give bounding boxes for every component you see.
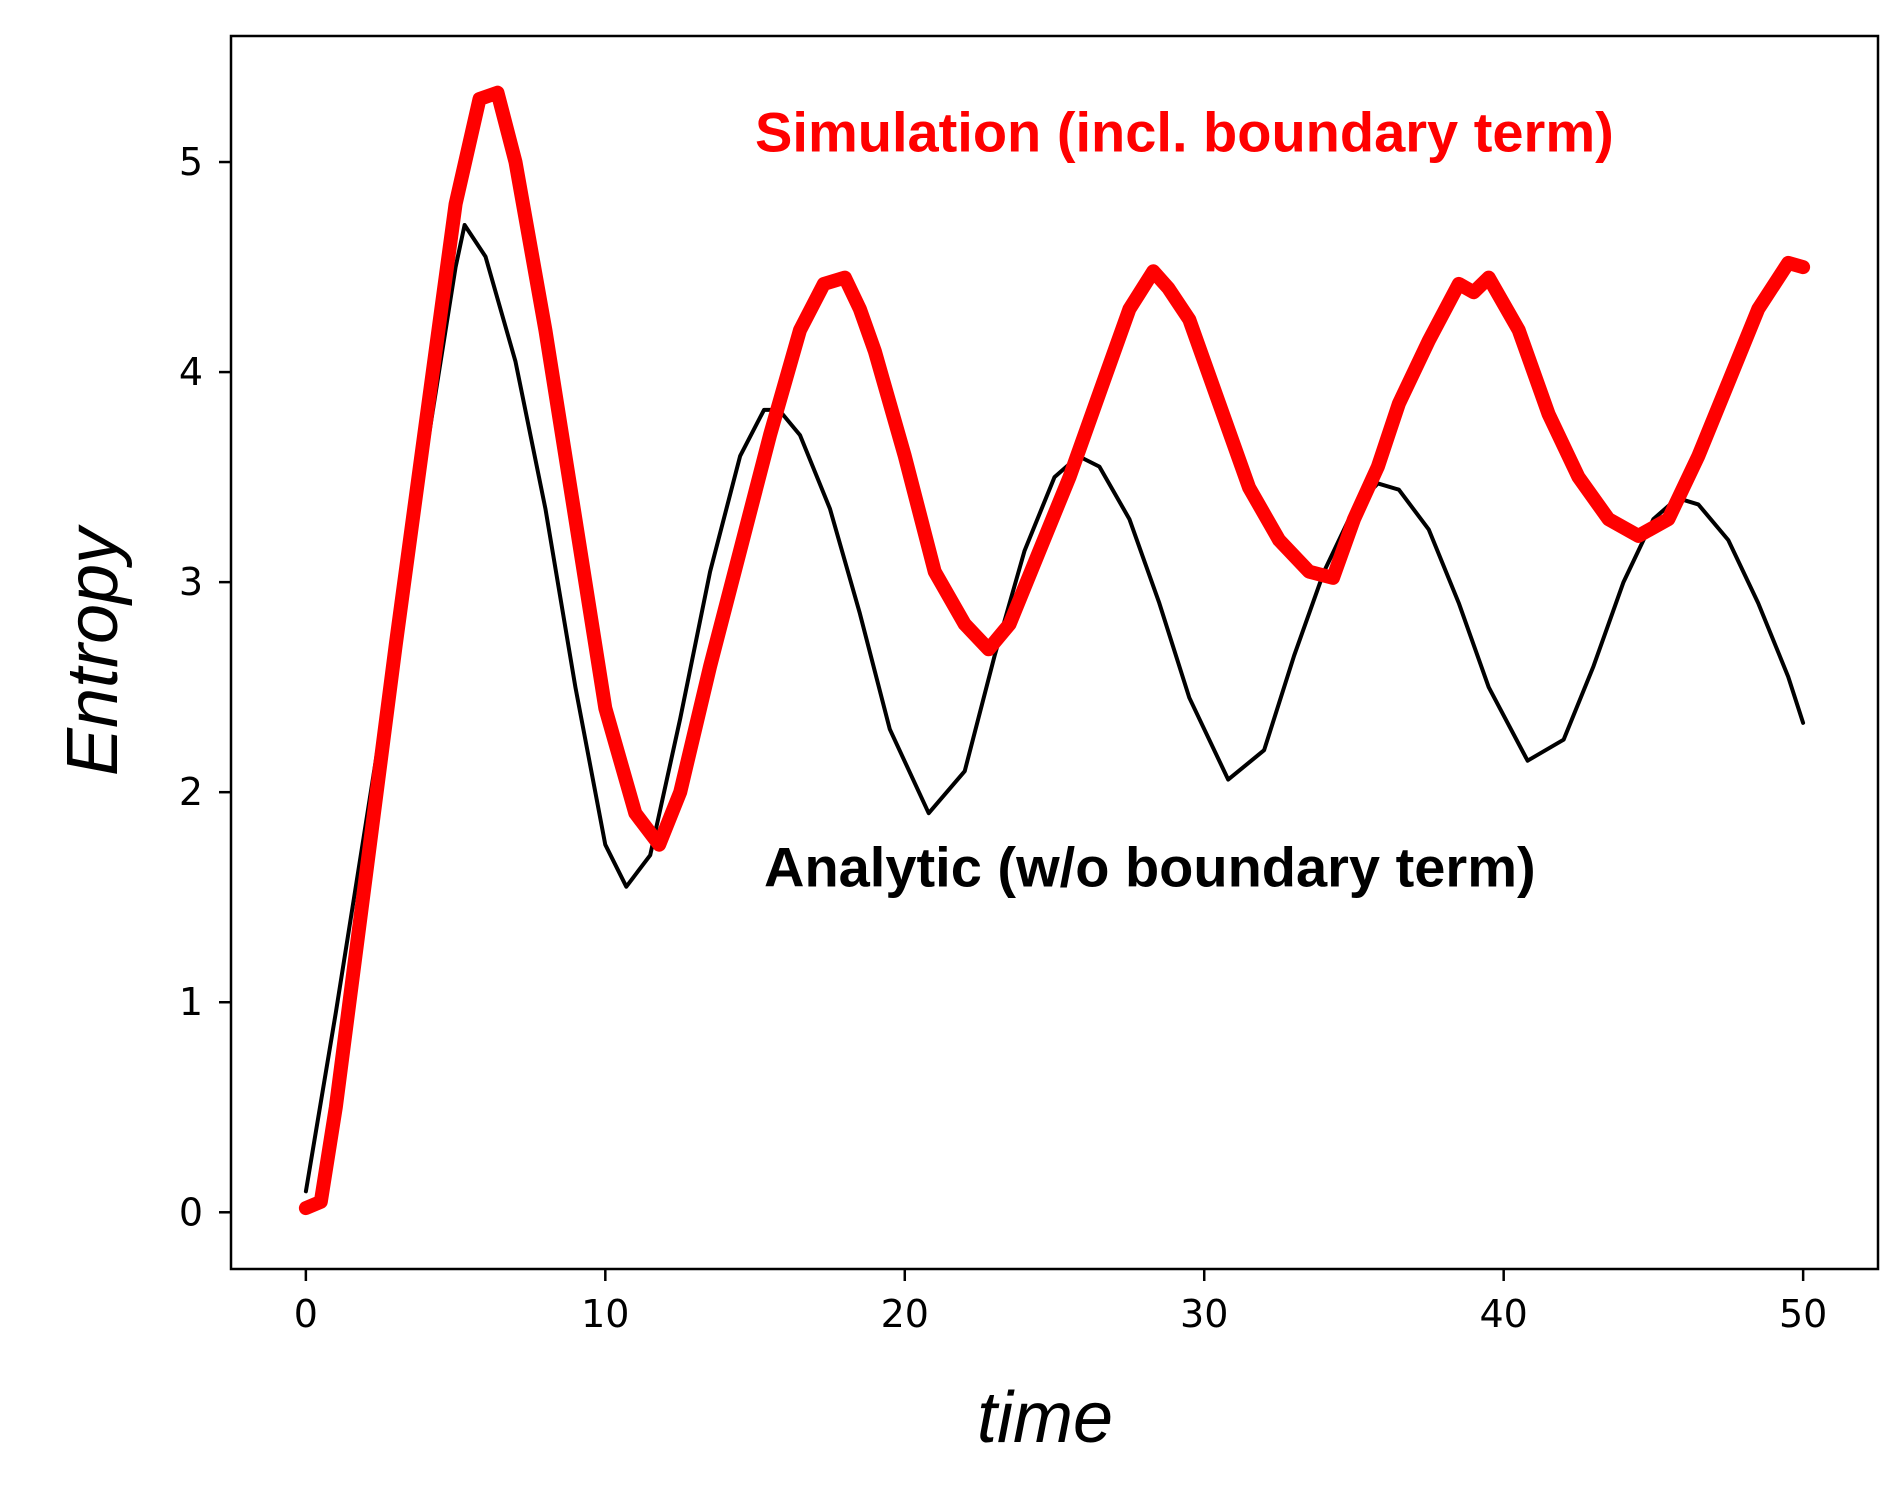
analytic-series-line	[303, 223, 1806, 1194]
x-tick-label: 0	[294, 1292, 318, 1336]
y-tick-label: 4	[179, 350, 203, 394]
annotation-layer: Simulation (incl. boundary term) Analytic…	[755, 101, 1614, 899]
y-tick-label: 0	[179, 1190, 203, 1234]
x-tick-label: 30	[1180, 1292, 1228, 1336]
x-tick-label: 40	[1480, 1292, 1528, 1336]
series-layer	[298, 85, 1811, 1216]
x-tick-label: 50	[1779, 1292, 1827, 1336]
y-axis-title: Entropy	[53, 524, 133, 776]
y-tick-label: 3	[179, 560, 203, 604]
simulation-annotation: Simulation (incl. boundary term)	[755, 101, 1614, 164]
y-tick-label: 2	[179, 770, 203, 814]
x-tick-label: 20	[881, 1292, 929, 1336]
plot-frame	[229, 34, 1880, 1271]
analytic-annotation: Analytic (w/o boundary term)	[764, 836, 1536, 899]
simulation-series-line	[298, 85, 1811, 1216]
x-axis-title: time	[977, 1378, 1113, 1458]
x-tick-label: 10	[581, 1292, 629, 1336]
ticks-layer: 0 10 20 30 40 50 0 1 2 3 4 5	[179, 140, 1828, 1336]
y-tick-label: 1	[179, 980, 203, 1024]
y-tick-label: 5	[179, 140, 203, 184]
